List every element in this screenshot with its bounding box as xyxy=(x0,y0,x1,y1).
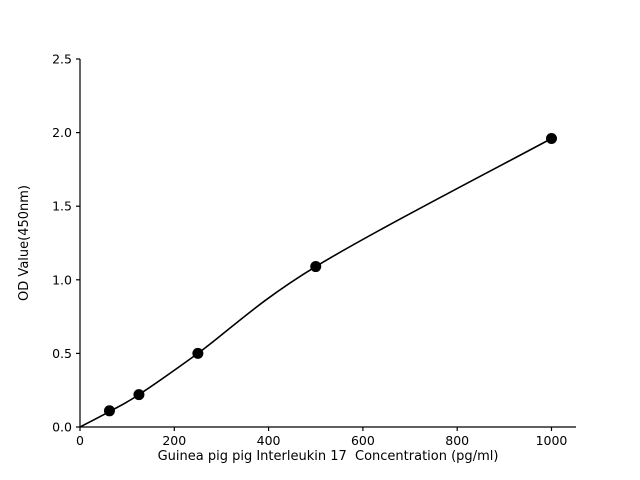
svg-text:1.5: 1.5 xyxy=(52,199,72,214)
svg-text:0.5: 0.5 xyxy=(52,346,72,361)
svg-text:0: 0 xyxy=(76,433,84,448)
svg-text:0.0: 0.0 xyxy=(52,420,72,435)
y-axis-label-text: OD Value(450nm) xyxy=(16,185,32,301)
svg-text:2.0: 2.0 xyxy=(52,125,72,140)
y-axis-label: OD Value(450nm) xyxy=(14,59,34,427)
svg-text:400: 400 xyxy=(257,433,281,448)
svg-text:800: 800 xyxy=(445,433,469,448)
svg-text:2.5: 2.5 xyxy=(52,52,72,67)
svg-text:600: 600 xyxy=(351,433,375,448)
x-axis-label: Guinea pig pig Interleukin 17 Concentrat… xyxy=(157,449,499,464)
svg-text:1.0: 1.0 xyxy=(52,272,72,287)
svg-text:200: 200 xyxy=(162,433,186,448)
svg-text:1000: 1000 xyxy=(536,433,568,448)
